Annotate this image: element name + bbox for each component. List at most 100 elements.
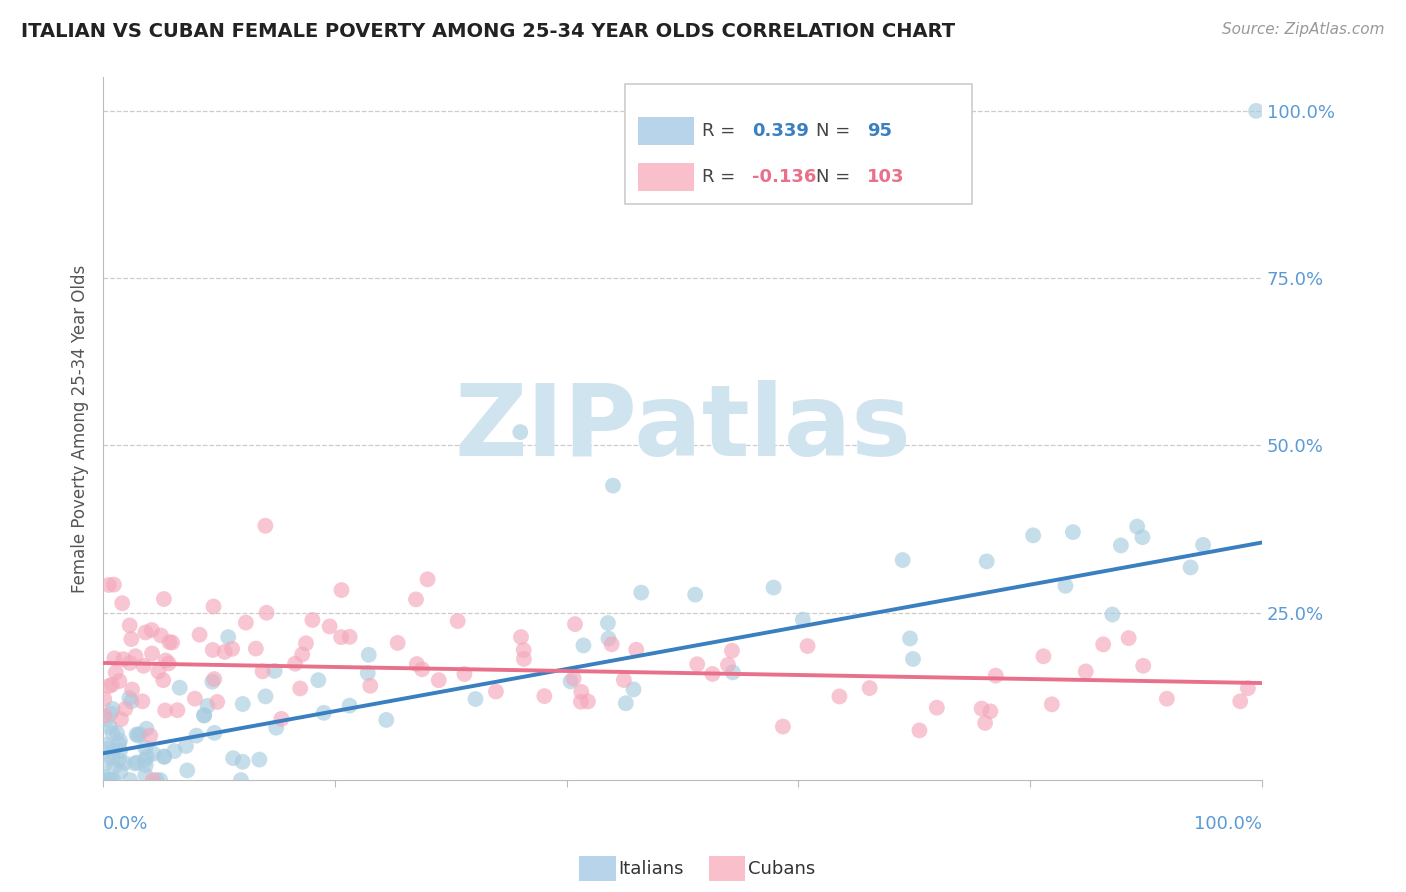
Point [254, 690, 277, 704]
Point [464, 692, 486, 706]
Point [602, 478, 624, 492]
Point [118, 656, 141, 670]
Point [796, 639, 818, 653]
Point [153, 749, 176, 764]
Point [307, 673, 329, 688]
Point [1192, 538, 1215, 552]
Point [197, 698, 219, 713]
Point [925, 700, 948, 714]
Point [134, 768, 156, 782]
Point [127, 756, 149, 770]
Point [427, 673, 450, 688]
Point [94, 713, 117, 727]
Point [891, 553, 914, 567]
Point [1118, 631, 1140, 645]
Point [101, 751, 124, 765]
Point [301, 613, 323, 627]
Point [149, 773, 172, 788]
Point [772, 719, 794, 733]
Point [118, 691, 141, 706]
Point [118, 773, 141, 788]
Point [110, 764, 132, 779]
Point [174, 739, 197, 753]
Point [254, 518, 277, 533]
Point [792, 613, 814, 627]
Point [139, 729, 162, 743]
Point [214, 645, 236, 659]
Point [284, 657, 307, 671]
Point [100, 773, 122, 788]
Point [533, 689, 555, 703]
Point [232, 697, 254, 711]
Point [127, 728, 149, 742]
Point [596, 615, 619, 630]
Point [101, 678, 124, 692]
Text: 0.0%: 0.0% [103, 815, 149, 833]
Point [105, 726, 128, 740]
Point [375, 713, 398, 727]
Point [141, 623, 163, 637]
Point [572, 639, 595, 653]
Point [128, 727, 150, 741]
Point [110, 712, 132, 726]
Point [108, 674, 131, 689]
Point [598, 632, 620, 646]
Point [229, 773, 252, 788]
Point [613, 673, 636, 687]
Point [160, 635, 183, 649]
Point [155, 653, 177, 667]
Point [134, 625, 156, 640]
Point [291, 648, 314, 662]
Point [100, 706, 122, 721]
Text: Source: ZipAtlas.com: Source: ZipAtlas.com [1222, 22, 1385, 37]
Point [97, 578, 120, 592]
Point [136, 749, 159, 764]
Text: 100.0%: 100.0% [1194, 815, 1263, 833]
Point [859, 681, 882, 695]
Point [94, 770, 117, 784]
Point [1074, 665, 1097, 679]
Point [614, 696, 637, 710]
Point [120, 694, 142, 708]
Point [103, 577, 125, 591]
Point [1092, 637, 1115, 651]
Point [201, 674, 224, 689]
Text: ZIPatlas: ZIPatlas [454, 380, 911, 477]
Point [1132, 658, 1154, 673]
Point [121, 682, 143, 697]
Point [153, 592, 176, 607]
Point [112, 652, 135, 666]
Point [318, 619, 340, 633]
Point [98, 741, 121, 756]
Point [686, 657, 709, 672]
FancyBboxPatch shape [624, 85, 972, 204]
FancyBboxPatch shape [638, 117, 695, 145]
Point [93, 692, 115, 706]
Point [101, 745, 124, 759]
Point [148, 665, 170, 679]
Point [96, 738, 118, 752]
Point [131, 694, 153, 708]
Point [97, 773, 120, 788]
Point [901, 652, 924, 666]
Point [176, 764, 198, 778]
Point [193, 708, 215, 723]
Point [1054, 579, 1077, 593]
Point [295, 636, 318, 650]
Point [330, 630, 353, 644]
Point [235, 615, 257, 630]
Point [908, 723, 931, 738]
Point [623, 682, 645, 697]
Point [222, 751, 245, 765]
Point [108, 744, 131, 758]
Point [153, 749, 176, 764]
Point [202, 726, 225, 740]
Text: R =: R = [702, 122, 741, 140]
Point [626, 642, 648, 657]
Point [1132, 530, 1154, 544]
Point [1101, 607, 1123, 622]
Point [94, 756, 117, 771]
Point [600, 637, 623, 651]
Point [263, 664, 285, 678]
Point [339, 630, 361, 644]
